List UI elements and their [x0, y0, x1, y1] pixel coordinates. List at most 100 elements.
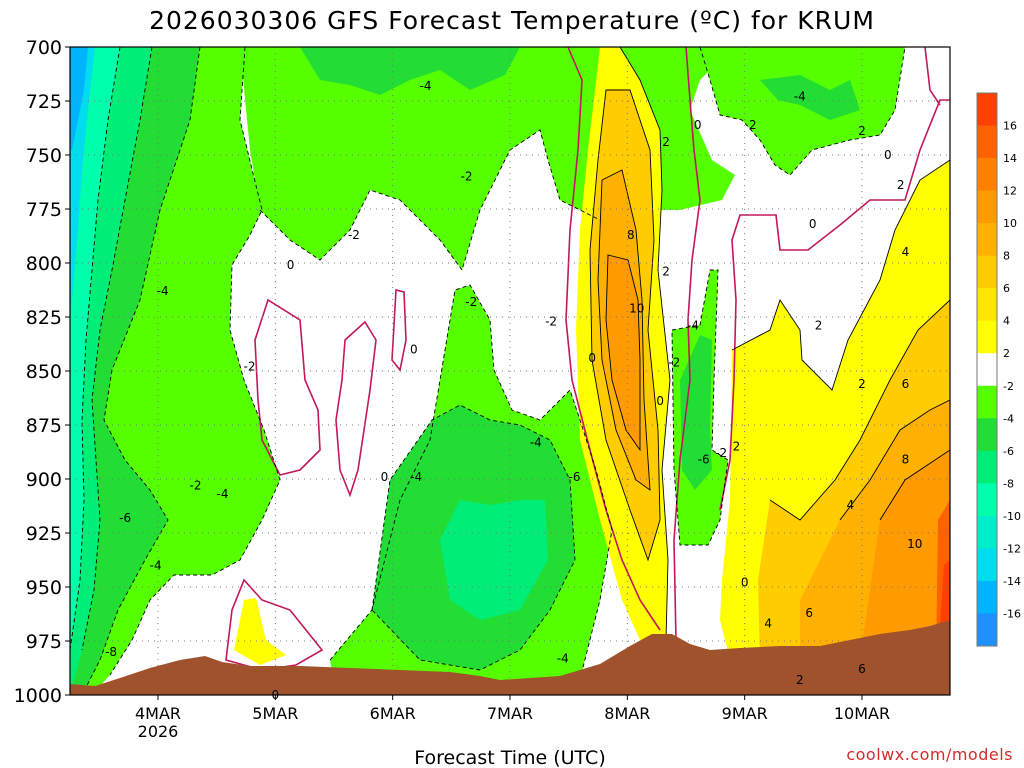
- y-tick-label: 700: [26, 37, 62, 59]
- colorbar-swatch: [977, 548, 997, 582]
- contour-label: -2: [348, 228, 360, 242]
- contour-label: -2: [715, 446, 727, 460]
- colorbar-swatch: [977, 418, 997, 452]
- contour-label: 2: [662, 265, 670, 279]
- credit-link[interactable]: coolwx.com/models: [846, 745, 1013, 764]
- region-minus10-left: [70, 47, 120, 650]
- contour-label: -4: [420, 79, 432, 93]
- y-tick-label: 750: [26, 145, 62, 167]
- freezing-contour: [254, 298, 321, 476]
- colorbar-tick-label: 14: [1003, 152, 1017, 165]
- contour-label: 2: [815, 319, 823, 333]
- colorbar-tick-label: 16: [1003, 120, 1017, 133]
- y-tick-label: 975: [26, 631, 62, 653]
- isotherm-solid: [597, 169, 651, 491]
- contour-label: 0: [588, 351, 596, 365]
- contour-label: -6: [119, 511, 131, 525]
- colorbar-tick-label: -8: [1003, 477, 1014, 490]
- x-axis-label: Forecast Time (UTC): [414, 747, 605, 768]
- isotherm-dashed: [81, 47, 153, 651]
- contour-label: 6: [858, 662, 866, 676]
- colorbar-tick-label: 4: [1003, 315, 1010, 328]
- colorbar-tick-label: 12: [1003, 185, 1017, 198]
- contour-label: 2: [662, 135, 670, 149]
- y-axis: 700 725 750 775 800 825 850 875 900 925 950 975 1000: [14, 37, 70, 707]
- freezing-contour: [719, 99, 950, 511]
- colorbar: 16 14 12 10 8 6 4 2 -2 -4 -6 -8 -10 -12 -14 -16: [976, 92, 1021, 647]
- colorbar-swatch: [977, 158, 997, 192]
- region-minus4-upper: [300, 47, 520, 95]
- region-minus2-upper-right: [700, 47, 905, 175]
- colorbar-swatch: [977, 223, 997, 257]
- region-minus4-right-pocket: [680, 335, 712, 490]
- colorbar-swatch: [977, 255, 997, 289]
- contour-label: 2: [733, 440, 741, 454]
- contour-label: 4: [764, 617, 772, 631]
- contour-label: -4: [557, 651, 569, 665]
- contour-label: 2: [858, 124, 866, 138]
- x-tick-label: 8MAR: [604, 704, 650, 723]
- contour-label: 10: [907, 537, 922, 551]
- contour-label: -2: [668, 355, 680, 369]
- freezing-contour: [335, 320, 377, 498]
- chart-title: 2026030306 GFS Forecast Temperature (ºC)…: [149, 6, 875, 35]
- isotherm-solid: [600, 47, 671, 641]
- contour-label: 0: [809, 217, 817, 231]
- freezing-contour: [924, 47, 941, 106]
- colorbar-tick-label: -16: [1003, 607, 1021, 620]
- contour-label: -4: [794, 90, 806, 104]
- contour-label: -4: [150, 558, 162, 572]
- contour-label: 6: [902, 377, 910, 391]
- colorbar-tick-label: -12: [1003, 542, 1021, 555]
- contour-label: -2: [465, 295, 477, 309]
- grid-lines: [70, 47, 950, 695]
- contour-label: -4: [410, 470, 422, 484]
- colorbar-swatch: [977, 288, 997, 322]
- colorbar-swatch: [977, 93, 997, 127]
- terrain: [70, 620, 950, 695]
- isotherm-solid: [731, 159, 950, 391]
- freezing-contour: [565, 47, 661, 631]
- contour-label: 6: [805, 606, 813, 620]
- x-tick-label: 4MAR: [135, 704, 181, 723]
- region-minus14-left: [70, 47, 88, 150]
- region-plus2-surface-pocket: [234, 598, 286, 665]
- contour-label: 0: [694, 118, 702, 132]
- x-tick-label: 9MAR: [722, 704, 768, 723]
- x-tick-sublabel: 2026: [138, 722, 179, 741]
- contour-label: 2: [858, 377, 866, 391]
- contour-label: -6: [569, 470, 581, 484]
- y-tick-label: 925: [26, 523, 62, 545]
- colorbar-swatch: [977, 483, 997, 517]
- colorbar-swatch: [977, 190, 997, 224]
- contour-labels: -4 -2 -2 -4 -6 -4 -8 0 0 -2 -4 -2 -2 0 0 -4 -2 0 -4 -6 -4 8 10…: [105, 79, 922, 702]
- contour-label: 8: [627, 228, 635, 242]
- colorbar-swatch: [977, 515, 997, 549]
- isotherm-solid: [605, 254, 641, 452]
- contour-label: 0: [741, 576, 749, 590]
- y-tick-label: 850: [26, 361, 62, 383]
- contour-label: -2: [244, 360, 256, 374]
- contour-label: -4: [217, 487, 229, 501]
- colorbar-tick-label: -14: [1003, 575, 1021, 588]
- colorbar-swatch: [977, 353, 997, 387]
- x-tick-label: 5MAR: [252, 704, 298, 723]
- contour-label: -2: [545, 314, 557, 328]
- contour-label: 0: [381, 470, 389, 484]
- y-tick-label: 950: [26, 577, 62, 599]
- isotherm-solid: [769, 299, 950, 521]
- colorbar-tick-label: 10: [1003, 217, 1017, 230]
- isotherm-solid: [879, 449, 950, 521]
- isotherm-dashed: [699, 47, 906, 176]
- isotherm-solid: [589, 89, 661, 562]
- colorbar-tick-label: 6: [1003, 282, 1010, 295]
- contour-label: -2: [461, 170, 473, 184]
- isotherm-dashed: [81, 47, 201, 695]
- region-plus8-right: [860, 450, 950, 660]
- colorbar-frame: [976, 92, 998, 647]
- contour-label: 0: [656, 394, 664, 408]
- x-tick-label: 10MAR: [834, 704, 890, 723]
- contour-label: 4: [902, 245, 910, 259]
- contour-label: 2: [796, 673, 804, 687]
